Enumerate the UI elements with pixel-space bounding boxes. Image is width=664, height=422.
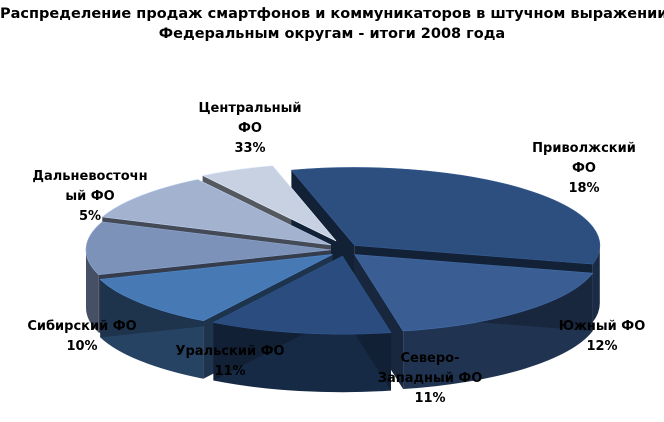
data-label-line: Сибирский ФО	[27, 319, 136, 334]
data-label-line: Северо-	[400, 351, 459, 366]
data-label-line: 12%	[586, 339, 617, 354]
data-label-south: Южный ФО 12%	[559, 319, 646, 354]
chart-title: Распределение продаж смартфонов и коммун…	[0, 4, 664, 44]
slice-south	[212, 255, 392, 335]
data-label-line: 18%	[568, 181, 599, 196]
chart-title-line-1: Распределение продаж смартфонов и коммун…	[0, 6, 664, 22]
data-label-siberian: Сибирский ФО 10%	[27, 319, 136, 354]
slice-central	[290, 167, 601, 265]
data-label-line: 5%	[79, 209, 101, 224]
data-label-line: Дальневосточн	[32, 169, 147, 184]
slice-side-central	[592, 245, 600, 323]
data-label-northwest: Северо- Западный ФО 11%	[378, 351, 483, 406]
slice-ural	[85, 221, 332, 276]
pie-tops	[85, 165, 601, 335]
data-label-line: Уральский ФО	[175, 344, 284, 359]
data-label-line: Южный ФО	[559, 319, 646, 334]
data-label-line: 10%	[66, 339, 97, 354]
data-label-line: Центральный	[198, 101, 301, 116]
data-label-line: 11%	[214, 364, 245, 379]
data-label-fareast: Дальневосточн ый ФО 5%	[32, 169, 147, 224]
data-label-ural: Уральский ФО 11%	[175, 344, 284, 379]
chart-title-line-2: Федеральным округам - итоги 2008 года	[158, 26, 506, 42]
data-label-line: 33%	[234, 141, 265, 156]
data-label-line: ый ФО	[65, 189, 114, 204]
data-label-central: Центральный ФО 33%	[198, 101, 301, 156]
data-label-line: Приволжский	[532, 141, 636, 156]
slice-side-volga	[403, 273, 593, 390]
data-label-volga: Приволжский ФО 18%	[532, 141, 636, 196]
data-label-line: ФО	[238, 121, 262, 136]
slice-volga	[354, 254, 594, 332]
slice-fareast	[201, 165, 337, 242]
data-label-line: 11%	[414, 391, 445, 406]
data-label-line: ФО	[572, 161, 596, 176]
slice-northwest	[99, 254, 333, 322]
slice-side-ural	[86, 249, 99, 333]
data-label-line: Западный ФО	[378, 371, 483, 386]
pie-labels: Центральный ФО 33% Приволжский ФО 18% Южный ФО…	[27, 101, 645, 406]
slice-siberian	[101, 179, 332, 246]
